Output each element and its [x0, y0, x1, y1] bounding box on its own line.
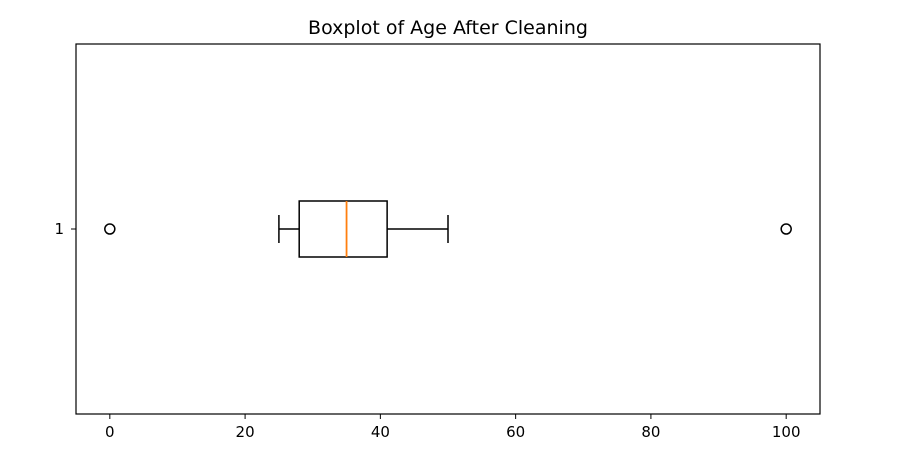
x-tick-label: 60	[506, 423, 525, 441]
boxes	[104, 200, 792, 258]
box-iqr	[298, 200, 388, 258]
x-tick-label: 100	[772, 423, 801, 441]
x-tick-label: 0	[105, 423, 115, 441]
y-tick-label: 1	[54, 220, 64, 238]
y-axis: 1	[54, 220, 76, 238]
x-tick-label: 20	[236, 423, 255, 441]
x-tick-label: 80	[641, 423, 660, 441]
x-axis: 0 20 40 60 80 100	[105, 414, 801, 441]
outlier-point	[104, 223, 116, 235]
outlier-point	[780, 223, 792, 235]
x-tick-label: 40	[371, 423, 390, 441]
chart-title: Boxplot of Age After Cleaning	[308, 17, 588, 39]
